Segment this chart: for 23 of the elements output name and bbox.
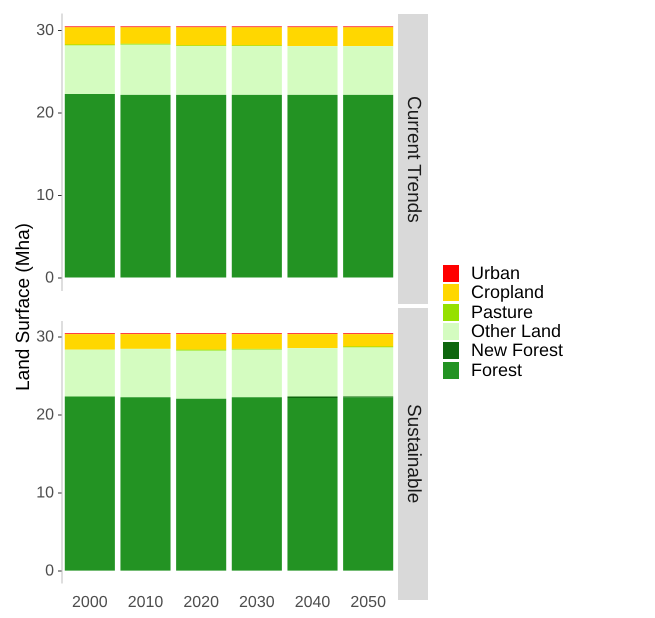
text: Current Trends xyxy=(402,96,424,222)
y-tick-label: 30 xyxy=(36,22,54,39)
y-axis-title: Land Surface (Mha) xyxy=(13,223,35,391)
x-tick-label: 2030 xyxy=(239,594,275,611)
y-tick-label: 10 xyxy=(36,186,54,204)
x-tick-label: 2050 xyxy=(350,594,386,611)
legend-label: Pasture xyxy=(471,302,534,323)
legend-label: Urban xyxy=(471,263,520,284)
y-tick-label: 10 xyxy=(36,484,54,502)
x-tick-label: 2040 xyxy=(294,594,330,611)
y-tick-label: 30 xyxy=(36,328,54,346)
legend-label: New Forest xyxy=(471,340,564,362)
x-tick-label: 2000 xyxy=(72,594,108,611)
y-tick-label: 0 xyxy=(45,562,54,580)
y-tick-label: 20 xyxy=(36,104,54,122)
y-tick-label: 0 xyxy=(45,269,54,286)
legend-label: Cropland xyxy=(471,282,544,304)
legend-label: Other Land xyxy=(471,321,562,342)
x-tick-label: 2010 xyxy=(128,594,164,611)
text: Sustainable xyxy=(402,404,424,504)
x-tick-label: 2020 xyxy=(183,594,220,611)
legend-label: Forest xyxy=(471,360,522,381)
y-tick-label: 20 xyxy=(36,406,54,424)
